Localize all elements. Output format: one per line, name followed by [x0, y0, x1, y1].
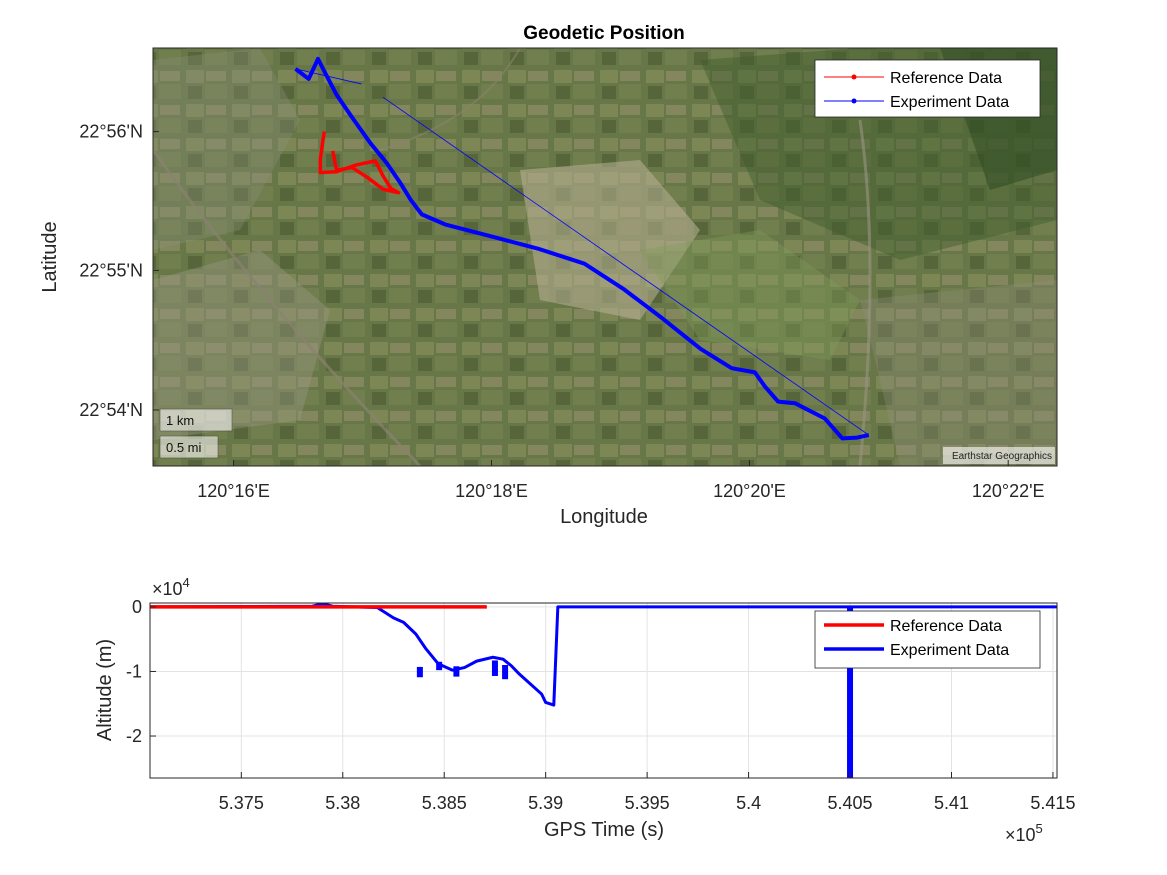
- scale-bar: 1 km 0.5 mi: [159, 408, 233, 459]
- map-y-ticks: 22°54'N 22°55'N 22°56'N: [79, 122, 159, 420]
- altitude-y-tick-label: -2: [126, 726, 142, 746]
- map-x-axis-label: Longitude: [560, 506, 648, 528]
- scale-bar-km: 1 km: [166, 413, 194, 428]
- altitude-x-tick-label: 5.405: [828, 793, 873, 813]
- map-x-tick-label: 120°18'E: [455, 481, 528, 501]
- altitude-x-axis-label: GPS Time (s): [544, 819, 664, 841]
- reference-track: [318, 131, 401, 195]
- altitude-y-tick-label: 0: [132, 597, 142, 617]
- map-y-tick-label: 22°56'N: [79, 122, 143, 142]
- map-x-tick-label: 120°20'E: [713, 481, 786, 501]
- experiment-track: [294, 56, 870, 441]
- experiment-jump-segment: [382, 96, 869, 436]
- altitude-x-tick-label: 5.385: [422, 793, 467, 813]
- altitude-x-ticks: 5.375 5.38 5.385 5.39 5.395 5.4 5.405 5.41 5.415: [219, 772, 1075, 813]
- altitude-x-tick-label: 5.4: [736, 793, 761, 813]
- y-exponent-label: ×104: [152, 575, 190, 599]
- altitude-axes: 5.375 5.38 5.385 5.39 5.395 5.4 5.405 5.41 5.415…: [94, 575, 1075, 845]
- altitude-legend: Reference Data Experiment Data: [814, 610, 1041, 669]
- map-y-tick-label: 22°54'N: [79, 400, 143, 420]
- map-y-axis-label: Latitude: [39, 221, 61, 292]
- map-x-ticks: 120°16'E 120°18'E 120°20'E 120°22'E: [197, 460, 1045, 501]
- scale-bar-mi: 0.5 mi: [166, 440, 202, 455]
- legend-label-experiment: Experiment Data: [890, 94, 1009, 111]
- altitude-x-tick-label: 5.375: [219, 793, 264, 813]
- map-exp-track: [294, 56, 870, 441]
- altitude-x-tick-label: 5.415: [1030, 793, 1075, 813]
- altitude-y-axis-label: Altitude (m): [94, 639, 116, 741]
- experiment-jump-segment: [295, 68, 362, 85]
- legend-marker-reference: [851, 74, 857, 80]
- altitude-x-tick-label: 5.395: [625, 793, 670, 813]
- map-title: Geodetic Position: [523, 23, 685, 44]
- alt-legend-label-experiment: Experiment Data: [890, 642, 1009, 659]
- altitude-y-ticks: 0 -1 -2: [126, 597, 156, 746]
- altitude-x-tick-label: 5.41: [934, 793, 969, 813]
- legend-label-reference: Reference Data: [890, 70, 1002, 87]
- altitude-y-tick-label: -1: [126, 661, 142, 681]
- map-ref-track: [318, 131, 401, 195]
- altitude-x-tick-label: 5.38: [325, 793, 360, 813]
- map-axes: Geodetic Position 1 km 0.5 mi E: [39, 23, 1058, 528]
- altitude-x-tick-label: 5.39: [528, 793, 563, 813]
- legend-marker-experiment: [851, 98, 857, 104]
- map-attribution: Earthstar Geographics: [952, 451, 1052, 462]
- x-exponent-label: ×105: [1005, 821, 1043, 845]
- satellite-basemap: [153, 48, 1057, 466]
- map-legend: Reference Data Experiment Data: [814, 59, 1041, 118]
- alt-legend-label-reference: Reference Data: [890, 618, 1002, 635]
- map-x-tick-label: 120°16'E: [197, 481, 270, 501]
- map-y-tick-label: 22°55'N: [79, 260, 143, 280]
- map-x-tick-label: 120°22'E: [972, 481, 1045, 501]
